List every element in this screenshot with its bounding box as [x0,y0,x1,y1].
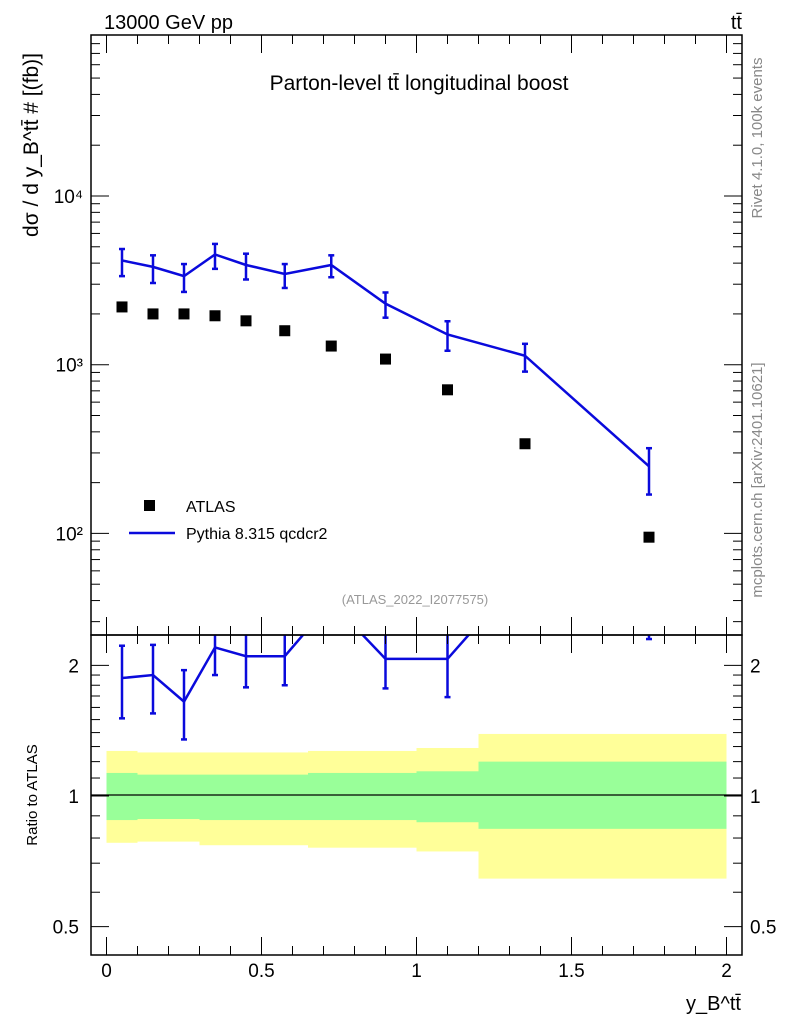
ratio-y-tick-label: 1 [68,787,79,808]
ratio-series [119,635,652,741]
energy-label: 13000 GeV pp [104,12,233,34]
x-axis-title: y_B^tt̄ [686,993,741,1015]
ratio-y-tick-label: 2 [68,656,79,677]
mc-series [119,242,652,496]
main-title: Parton-level tt̄ longitudinal boost [270,72,569,95]
band-inner [416,771,479,823]
legend: ATLAS Pythia 8.315 qcdcr2 [129,499,328,543]
data-point [442,384,453,396]
main-ticks [91,34,742,635]
ratio-y-tick-label: 0.5 [53,918,79,939]
legend-data-marker [144,500,155,511]
ratio-x-tick-labels: 0 0.5 1 1.5 2 [101,961,732,982]
data-point [209,310,221,322]
main-frame [90,34,743,636]
data-point [643,531,655,543]
ratio-y-axis-title: Ratio to ATLAS [24,744,41,845]
main-panel: Parton-level tt̄ longitudinal boost (ATL… [20,34,743,636]
rivet-label: Rivet 4.1.0, 100k events [749,58,766,219]
data-point [279,325,291,337]
band-inner [137,774,200,820]
main-y-tick-label: 10² [56,524,83,545]
x-tick-label: 0 [101,961,112,982]
ratio-bands [106,733,727,879]
ratio-y-tick-label-right: 1 [750,787,761,808]
x-tick-label: 0.5 [248,961,274,982]
legend-data-label: ATLAS [186,499,236,516]
band-inner [106,772,138,821]
main-y-tick-label: 10⁴ [54,187,83,208]
x-tick-label: 2 [721,961,732,982]
ratio-ticks [91,635,742,955]
main-y-axis-title: dσ / d y_B^tt̄ # [(fb)] [20,53,43,237]
ratio-y-tick-label-right: 2 [750,656,761,677]
ratio-panel: 0.5 0.5 1 1 2 2 0 0.5 1 1.5 2 Ratio to ATLAS y_B^… [24,634,777,1015]
analysis-id: (ATLAS_2022_I2077575) [342,592,488,607]
data-point [325,340,337,352]
ratio-y-tick-label-right: 0.5 [750,918,776,939]
x-tick-label: 1 [411,961,422,982]
band-inner [308,772,417,821]
legend-mc-label: Pythia 8.315 qcdcr2 [186,526,328,543]
data-point [178,308,190,320]
process-label: tt̄ [731,12,743,34]
data-point [147,308,159,320]
main-y-tick-labels: 10² 10³ 10⁴ [54,187,83,545]
x-tick-label: 1.5 [558,961,584,982]
data-point [519,438,531,450]
data-series [116,301,655,543]
main-y-tick-label: 10³ [56,356,83,377]
data-point [380,353,391,365]
source-label: mcplots.cern.ch [arXiv:2401.10621] [749,362,766,597]
band-inner [199,774,308,821]
data-point [116,301,128,313]
ratio-y-tick-labels: 0.5 0.5 1 1 2 2 [53,656,777,938]
data-point [240,315,252,327]
